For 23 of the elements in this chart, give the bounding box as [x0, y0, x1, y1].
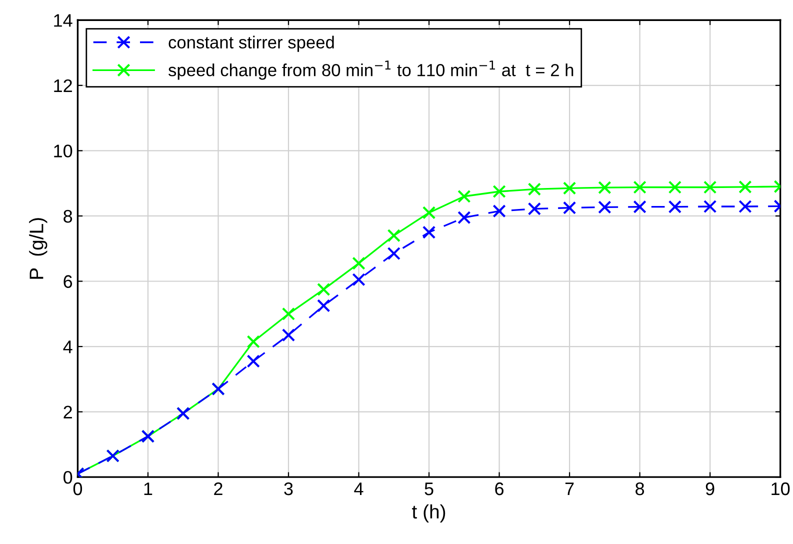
x-tick-label: 5: [424, 482, 434, 496]
x-axis-title: t (h): [412, 504, 446, 522]
y-tick-label: 12: [54, 79, 72, 92]
x-tick-label: 0: [73, 482, 82, 496]
x-tick-label: 9: [706, 482, 714, 496]
y-tick-label: 0: [64, 471, 72, 484]
y-tick-label: 4: [63, 340, 72, 354]
legend-label: speed change from 80 min$^{−1}$ to 110 min$^{−1}$ at t = 2 h: [168, 60, 574, 80]
x-tick-label: 6: [495, 482, 504, 496]
y-tick-label: 6: [64, 275, 72, 288]
x-tick-label: 1: [144, 482, 152, 496]
x-tick-label: 7: [565, 482, 574, 496]
y-axis-title: P (g/L): [29, 218, 48, 279]
x-tick-label: 3: [284, 482, 293, 496]
y-tick-label: 2: [64, 406, 72, 418]
x-tick-label: 4: [354, 482, 364, 496]
x-tick-label: 2: [214, 482, 222, 496]
y-tick-label: 10: [54, 144, 72, 158]
x-tick-label: 8: [636, 482, 644, 496]
legend-label: constant stirrer speed: [168, 36, 334, 52]
x-tick-label: 10: [772, 482, 790, 496]
y-tick-label: 8: [64, 210, 72, 223]
y-tick-label: 14: [54, 14, 72, 27]
